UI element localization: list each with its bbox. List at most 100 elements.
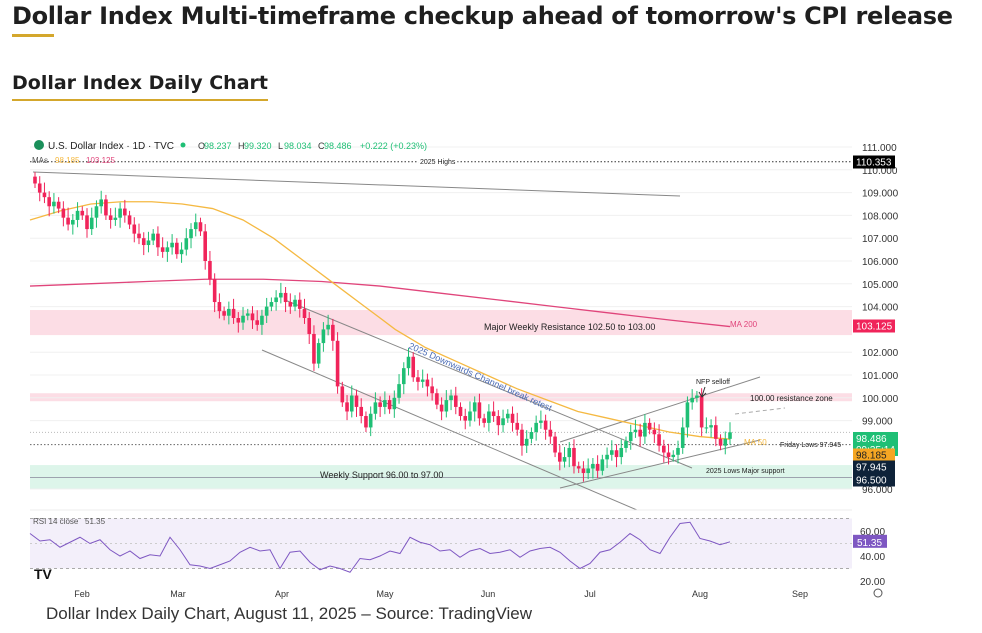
candle-body xyxy=(231,308,236,318)
candle-body xyxy=(482,418,486,423)
candle-body xyxy=(496,416,501,426)
resistance-zone xyxy=(30,310,852,336)
candle-body xyxy=(245,313,250,316)
candle-body xyxy=(279,292,283,298)
candle-body xyxy=(515,422,520,430)
candle-body xyxy=(364,416,368,428)
candle-body xyxy=(628,432,633,442)
candle-body xyxy=(723,438,728,446)
candle-body xyxy=(316,343,321,364)
candle-body xyxy=(477,402,482,419)
candle-body xyxy=(52,201,56,207)
candle-body xyxy=(354,395,359,407)
candle-body xyxy=(487,411,491,423)
candle-body xyxy=(435,393,439,405)
candle-body xyxy=(392,397,397,410)
candle-body xyxy=(619,447,624,458)
support-trendline xyxy=(559,439,761,489)
candle-body xyxy=(439,404,444,412)
y-tick-label: 102.000 xyxy=(862,348,899,359)
x-tick-label: Jun xyxy=(481,589,496,599)
y-tick-label: 110.000 xyxy=(862,166,898,177)
price-label-box xyxy=(853,473,895,487)
article-title: Dollar Index Multi-timeframe checkup ahe… xyxy=(12,2,953,30)
rsi-value-label: 51.35 xyxy=(857,538,882,549)
candle-body xyxy=(662,445,666,453)
candle-body xyxy=(647,422,652,430)
candle-body xyxy=(657,434,661,446)
candle-body xyxy=(293,299,297,307)
candle-body xyxy=(151,233,155,241)
rsi-line xyxy=(29,521,731,573)
candle-body xyxy=(510,413,515,423)
candle-body xyxy=(699,395,704,428)
candle-body xyxy=(123,208,127,216)
price-label-box xyxy=(853,460,895,474)
ohlc-value: 98.237 xyxy=(204,141,232,151)
candle-body xyxy=(118,208,122,218)
rsi-value: 51.35 xyxy=(85,517,106,526)
change-value: +0.222 (+0.23%) xyxy=(360,141,427,151)
resistance-zone-100 xyxy=(30,393,852,402)
x-tick-label: Mar xyxy=(170,589,186,599)
candle-body xyxy=(99,199,103,207)
candle-body xyxy=(236,318,241,323)
candle-body xyxy=(676,447,680,455)
price-label-box xyxy=(853,155,895,169)
zone100-label: 100.00 resistance zone xyxy=(750,394,833,403)
ma-prefix: MAs xyxy=(32,156,48,165)
candle-body xyxy=(274,297,278,303)
candle-body xyxy=(302,308,307,318)
candle-body xyxy=(444,400,449,412)
candle-body xyxy=(179,249,184,255)
candle-body xyxy=(137,233,141,239)
candle-body xyxy=(241,315,245,323)
candle-body xyxy=(520,429,524,446)
ohlc-key: C xyxy=(318,141,325,151)
candle-body xyxy=(321,329,326,344)
candle-body xyxy=(255,320,260,325)
candle-body xyxy=(108,215,113,220)
x-tick-label: Feb xyxy=(74,589,90,599)
ma50-label: MA 50 xyxy=(744,438,767,447)
candle-body xyxy=(680,427,685,448)
candle-body xyxy=(468,411,472,421)
candle-body xyxy=(425,379,430,387)
y-tick-label: 106.000 xyxy=(862,257,899,268)
candle-body xyxy=(368,413,373,428)
candle-body xyxy=(146,240,151,246)
candle-body xyxy=(614,450,619,458)
y-tick-label: 99.000 xyxy=(862,417,893,428)
title-underline xyxy=(12,34,54,37)
candle-body xyxy=(709,425,713,428)
y-tick-label: 107.000 xyxy=(862,234,899,245)
candle-body xyxy=(685,402,690,428)
highs-label: 2025 Highs xyxy=(420,159,456,166)
candle-body xyxy=(595,463,600,471)
support-zone xyxy=(30,465,852,489)
ma50-line xyxy=(29,201,731,440)
candle-body xyxy=(401,368,406,385)
major-support-label: 2025 Lows Major support xyxy=(706,468,785,475)
candle-body xyxy=(297,299,302,309)
candle-body xyxy=(449,395,453,401)
ohlc-value: 98.486 xyxy=(324,141,352,151)
candle-body xyxy=(548,429,553,437)
candle-body xyxy=(349,395,354,412)
candle-body xyxy=(505,413,510,419)
candle-body xyxy=(411,356,416,378)
price-label-value: 103.125 xyxy=(856,322,893,333)
candle-body xyxy=(704,427,709,429)
candle-body xyxy=(312,333,316,364)
candle-body xyxy=(553,436,557,453)
candle-body xyxy=(718,438,723,446)
price-label-value: 96.500 xyxy=(856,476,887,487)
y-tick-label: 109.000 xyxy=(862,189,899,200)
candle-body xyxy=(89,217,94,230)
candle-body xyxy=(728,432,732,439)
y-tick-label: 111.000 xyxy=(862,143,897,154)
candle-body xyxy=(227,308,231,316)
candle-body xyxy=(652,429,657,435)
candle-body xyxy=(416,377,420,382)
symbol-logo-icon xyxy=(34,140,44,150)
